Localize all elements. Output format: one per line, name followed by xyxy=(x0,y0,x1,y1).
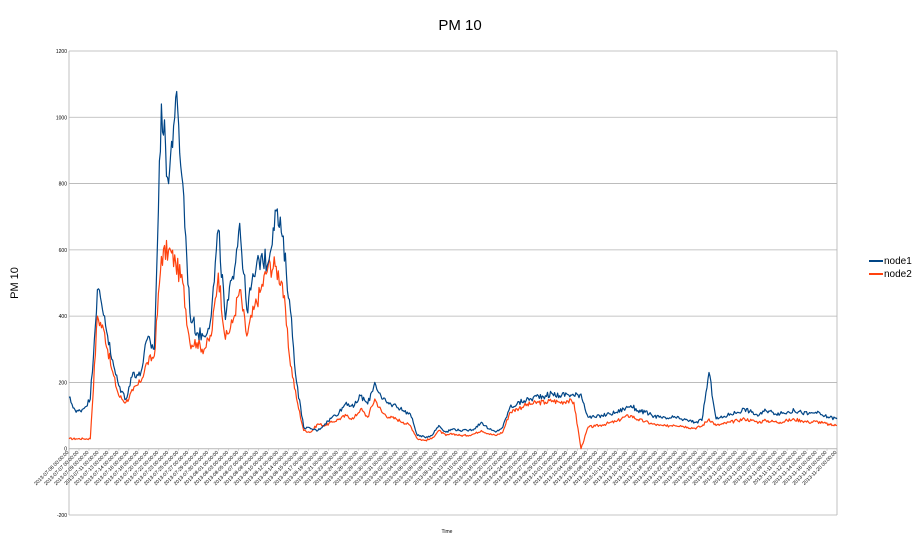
x-axis-title: Time xyxy=(442,529,453,535)
y-tick-label: 1000 xyxy=(56,115,67,121)
y-tick-label: 0 xyxy=(64,447,67,453)
series-line-node2 xyxy=(68,239,838,450)
y-tick-labels: -200 0 200 400 600 800 1000 1200 xyxy=(56,49,67,519)
series-line-node1 xyxy=(68,90,838,439)
series-lines xyxy=(68,90,838,450)
y-axis-title: PM 10 xyxy=(9,267,21,299)
y-tick-label: 800 xyxy=(59,182,68,188)
y-tick-label: 1200 xyxy=(56,49,67,55)
legend: node1 node2 xyxy=(869,256,912,280)
legend-label-node2: node2 xyxy=(884,269,912,280)
gridlines xyxy=(68,50,838,516)
y-tick-label: 600 xyxy=(59,248,68,254)
y-tick-label: -200 xyxy=(57,513,67,519)
chart-title: PM 10 xyxy=(438,17,481,34)
y-tick-label: 200 xyxy=(59,380,68,386)
y-tick-label: 400 xyxy=(59,314,68,320)
legend-label-node1: node1 xyxy=(884,256,912,267)
